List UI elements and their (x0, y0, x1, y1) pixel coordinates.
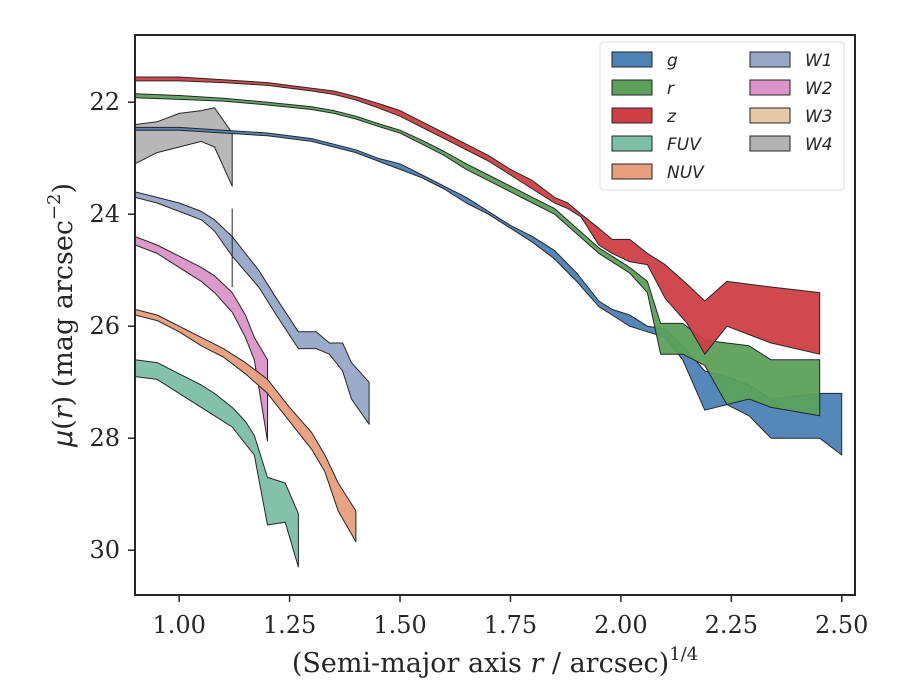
legend-item-z: z (611, 107, 677, 127)
legend-swatch (749, 51, 791, 68)
legend-item-w4: W4 (749, 135, 833, 155)
legend-swatch (611, 107, 653, 124)
x-axis-label-suffix: / arcsec) (543, 648, 669, 679)
y-tick-label: 24 (89, 200, 120, 228)
x-tick-label: 1.75 (484, 611, 537, 639)
legend-box (599, 41, 845, 191)
y-tick-label: 30 (89, 536, 120, 564)
x-axis-label: (Semi-major axis r / arcsec)1/4 (292, 644, 698, 679)
legend-item-w1: W1 (749, 51, 833, 71)
legend-item-r: r (611, 79, 675, 99)
legend-item-g: g (611, 51, 678, 71)
legend-swatch (749, 79, 791, 96)
y-axis-ticks: 22 24 26 28 30 (89, 88, 135, 564)
band-r (135, 93, 821, 417)
band-z (135, 76, 821, 355)
y-axis-label-exponent: −2 (44, 194, 65, 221)
band-fuv (135, 359, 299, 568)
y-axis-label-mu: μ (48, 430, 79, 448)
legend-item-w2: W2 (749, 79, 833, 99)
x-tick-label: 1.25 (263, 611, 316, 639)
legend-label: NUV (667, 163, 705, 183)
legend: grz FUV NUV W1 W2 W3 W4 (599, 41, 845, 191)
y-axis-label-end: ) (48, 183, 79, 194)
x-tick-label: 2.00 (594, 611, 647, 639)
x-axis-label-prefix: (Semi-major axis (292, 648, 531, 679)
y-tick-label: 28 (89, 424, 120, 452)
legend-item-nuv: NUV (611, 163, 705, 183)
band-w4 (135, 107, 233, 187)
legend-swatch (749, 135, 791, 152)
y-tick-label: 26 (89, 312, 120, 340)
surface-brightness-bands (135, 76, 843, 568)
x-tick-label: 1.00 (152, 611, 205, 639)
y-axis-label-var: r (48, 404, 79, 419)
band-w2 (135, 236, 268, 442)
legend-swatch (611, 135, 653, 152)
legend-swatch (611, 79, 653, 96)
x-axis-label-exponent: 1/4 (669, 644, 698, 665)
legend-swatch (749, 107, 791, 124)
band-w1 (135, 191, 370, 425)
y-axis-label: μ(r) (mag arcsec−2) (44, 183, 79, 448)
legend-label: r (667, 79, 675, 99)
y-axis-label-open: ( (48, 419, 79, 430)
x-tick-label: 2.25 (705, 611, 758, 639)
band-g (135, 126, 843, 456)
y-axis-label-close: ) (48, 396, 79, 407)
legend-label: W3 (805, 107, 833, 127)
y-tick-label: 22 (89, 88, 120, 116)
legend-label: z (666, 107, 677, 127)
legend-swatch (611, 51, 653, 68)
band-nuv (135, 308, 357, 543)
legend-item-w3: W3 (749, 107, 833, 127)
legend-label: W4 (805, 135, 833, 155)
x-axis-label-var: r (530, 648, 545, 679)
x-axis-ticks: 1.00 1.25 1.50 1.75 2.00 2.25 2.50 (152, 595, 868, 639)
x-tick-label: 1.50 (373, 611, 426, 639)
y-axis-label-unit: (mag arcsec (48, 220, 79, 396)
legend-label: W2 (805, 79, 833, 99)
legend-label: g (667, 51, 678, 71)
legend-label: W1 (805, 51, 833, 71)
x-tick-label: 2.50 (815, 611, 868, 639)
legend-item-fuv: FUV (611, 135, 702, 155)
legend-label: FUV (667, 135, 702, 155)
plot-frame (134, 34, 856, 596)
legend-swatch (611, 163, 653, 180)
